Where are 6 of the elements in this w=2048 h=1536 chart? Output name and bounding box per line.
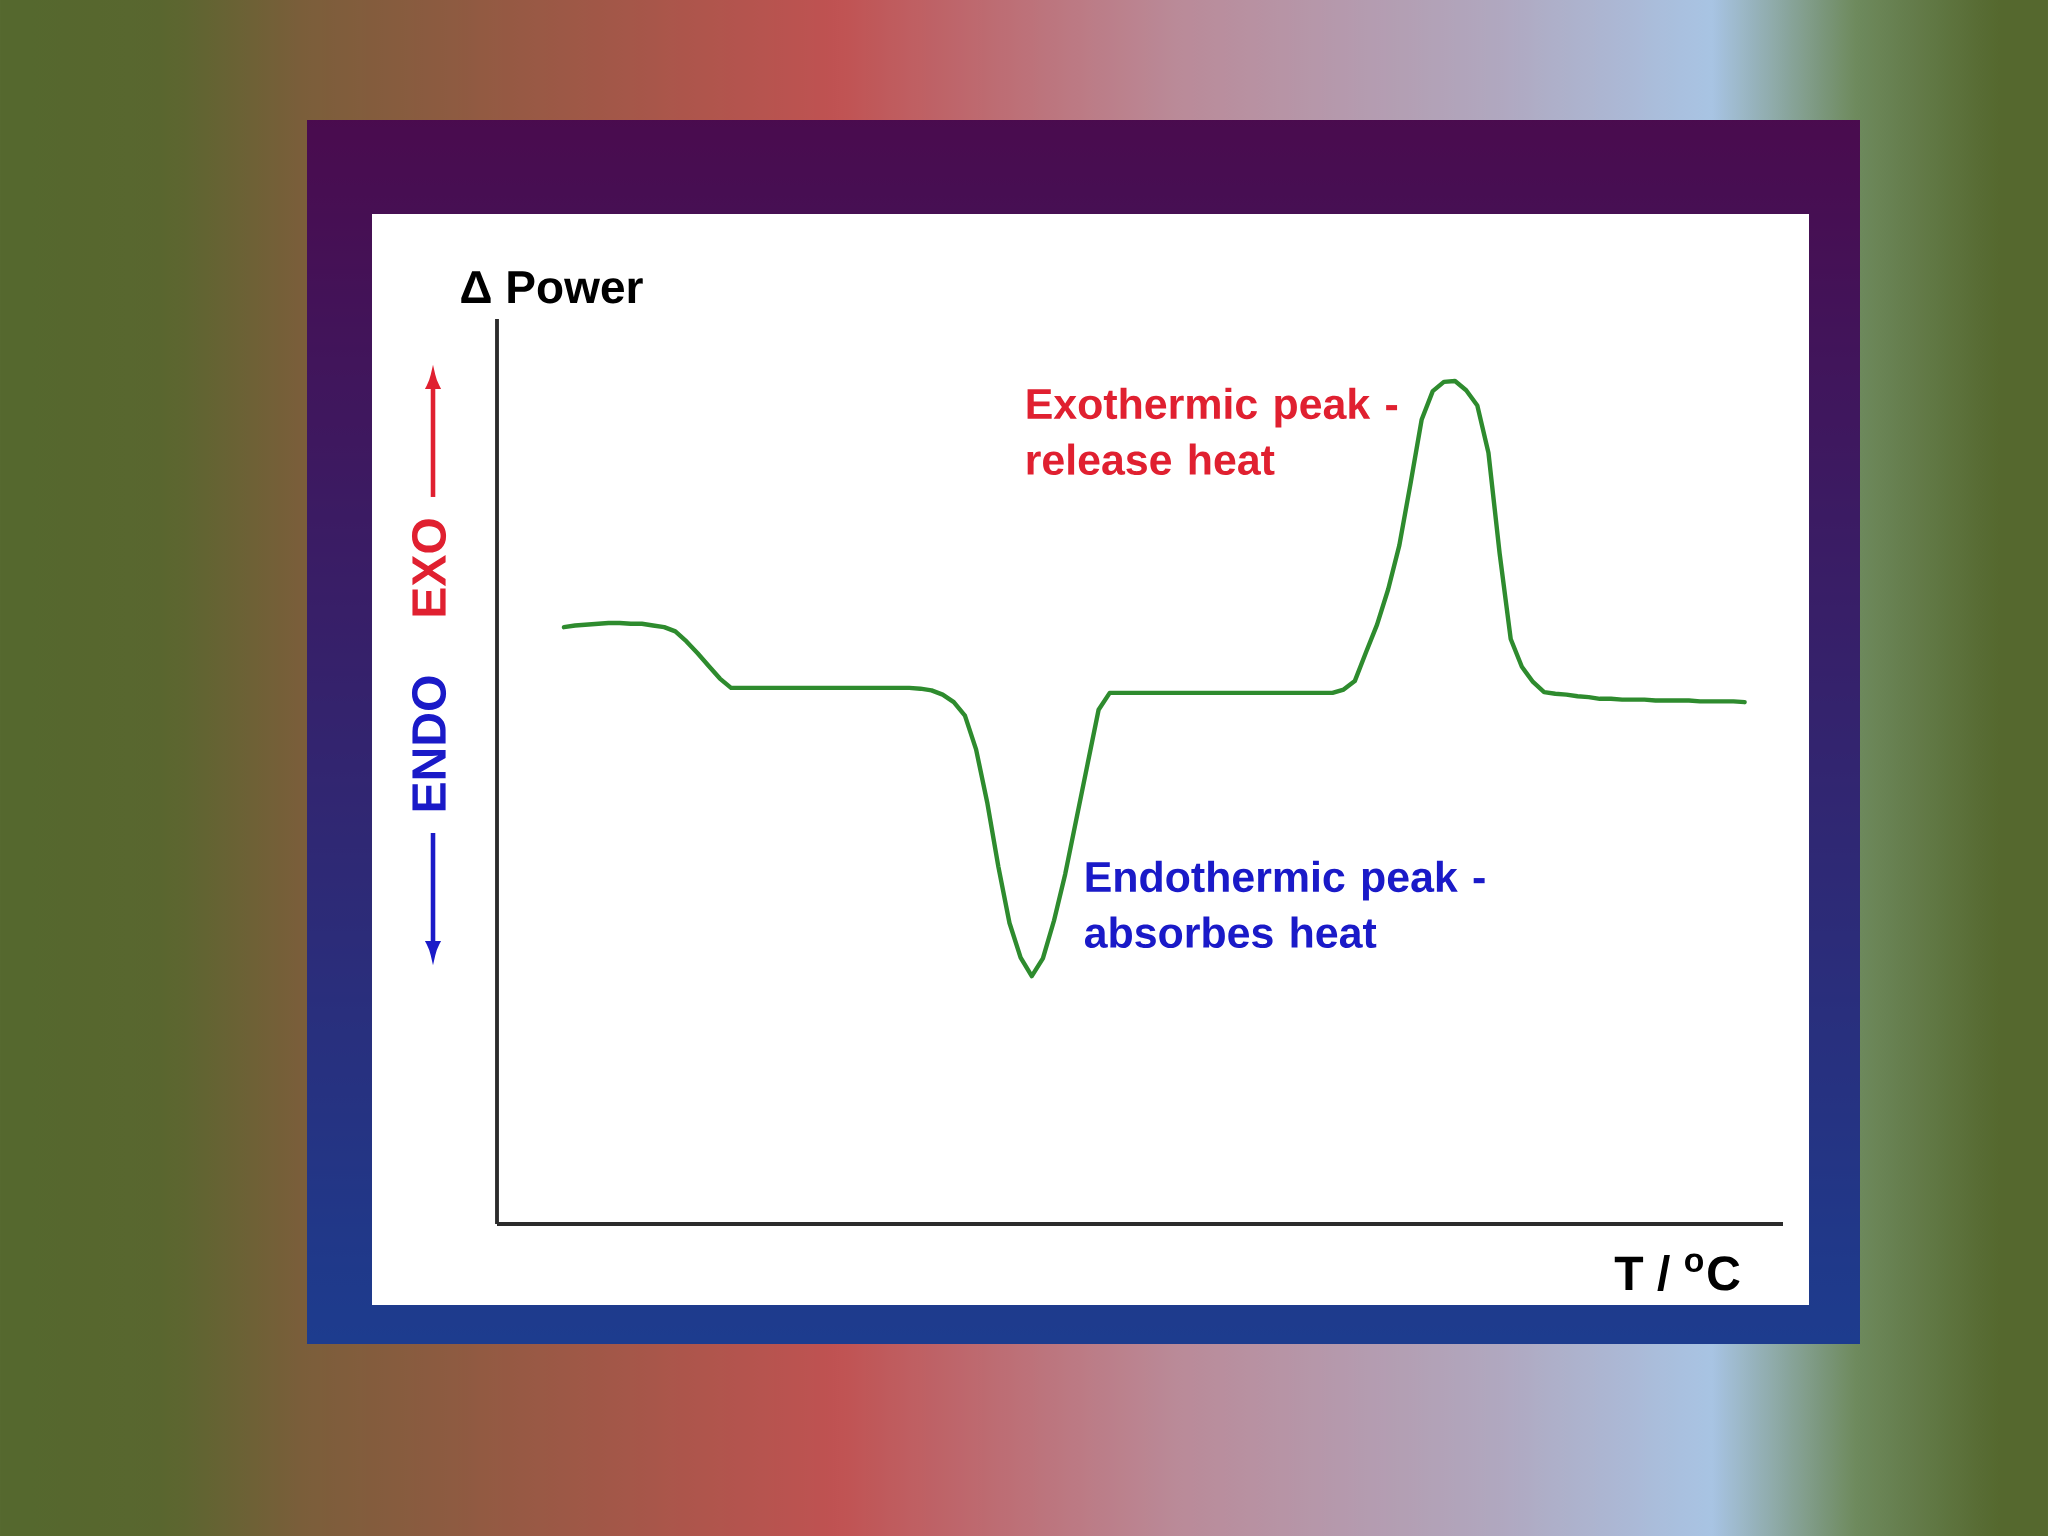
y-axis-title: Δ Power <box>461 271 643 304</box>
x-axis-title: T / $^{o}$C <box>1614 1253 1740 1291</box>
text: ENDO <box>411 676 447 811</box>
annotation: Endothermic peak - absorbes heat <box>1084 860 1485 949</box>
annotation: Exothermic peak - release heat <box>1027 387 1398 476</box>
text: EXO <box>411 519 447 616</box>
